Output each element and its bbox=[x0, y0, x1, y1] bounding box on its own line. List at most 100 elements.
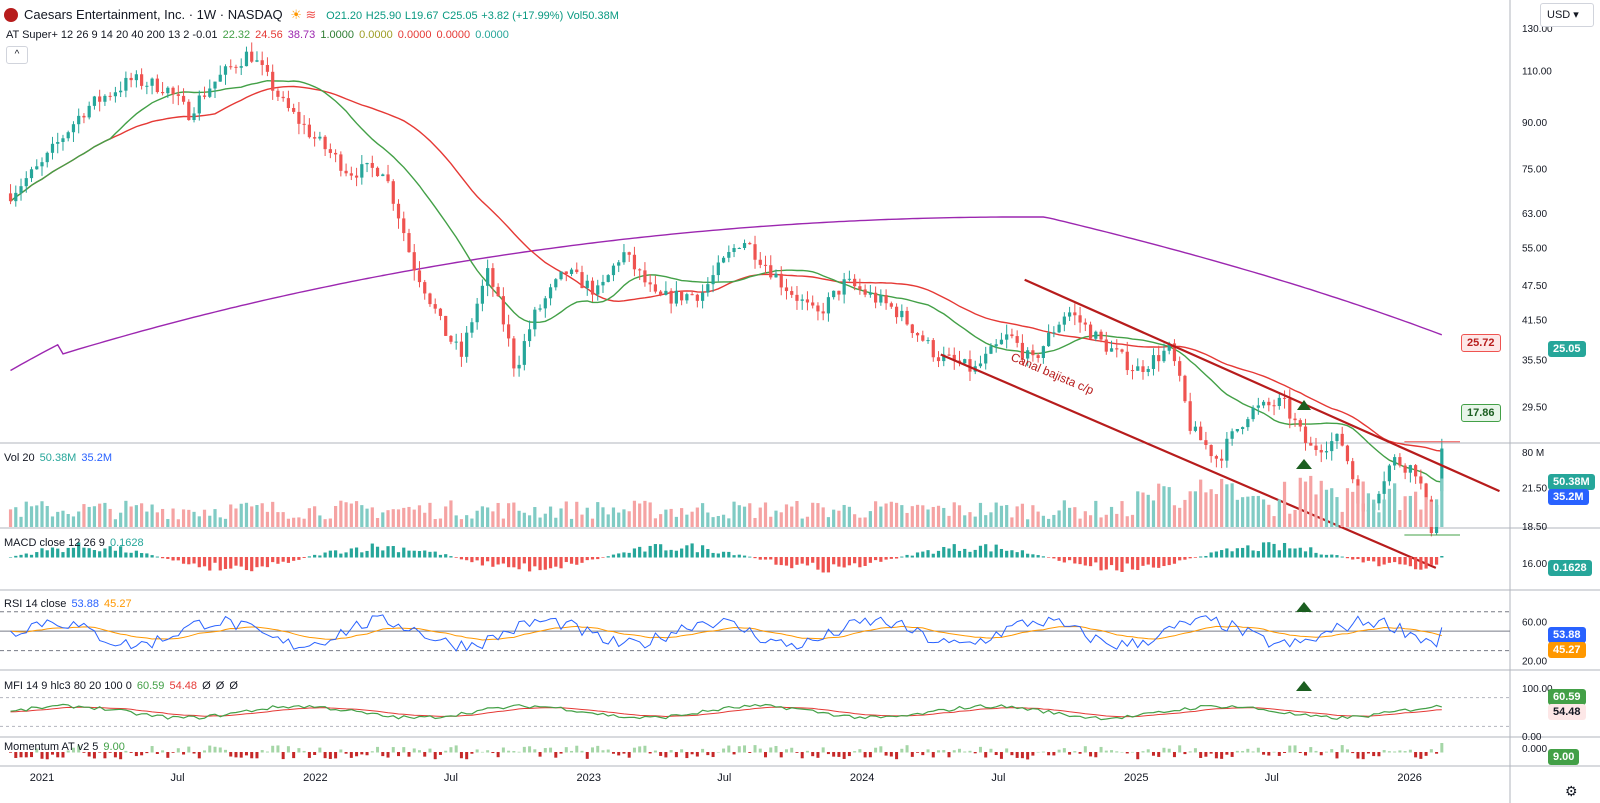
candle bbox=[145, 85, 149, 87]
macd-histogram-bar bbox=[674, 550, 678, 558]
candle bbox=[87, 105, 91, 118]
volume-bar bbox=[145, 511, 149, 527]
settings-button[interactable]: ⚙ bbox=[1565, 783, 1578, 800]
momentum-bar bbox=[805, 750, 809, 753]
volume-bar bbox=[748, 503, 752, 527]
momentum-bar bbox=[150, 746, 154, 753]
x-tick-label: 2026 bbox=[1397, 772, 1421, 784]
volume-bar bbox=[622, 509, 626, 527]
volume-bar bbox=[1230, 483, 1234, 527]
candle bbox=[119, 90, 123, 93]
candle bbox=[963, 359, 967, 364]
macd-histogram-bar bbox=[1330, 554, 1334, 558]
macd-histogram-bar bbox=[1414, 557, 1418, 570]
volume-bar bbox=[858, 517, 862, 527]
momentum-bar bbox=[1136, 752, 1140, 760]
bell-icon[interactable]: ☀ bbox=[290, 7, 302, 22]
candle bbox=[994, 344, 998, 347]
macd-histogram-bar bbox=[475, 557, 479, 561]
macd-histogram-bar bbox=[428, 551, 432, 558]
macd-histogram-bar bbox=[113, 550, 117, 558]
macd-histogram-bar bbox=[1031, 554, 1035, 558]
candle bbox=[685, 294, 689, 301]
momentum-bar bbox=[1204, 752, 1208, 757]
volume-bar bbox=[491, 511, 495, 527]
candle bbox=[197, 95, 201, 114]
currency-selector[interactable]: USD ▾ bbox=[1540, 3, 1594, 27]
momentum-bar bbox=[769, 747, 773, 753]
volume-bar bbox=[1220, 478, 1224, 527]
macd-histogram-bar bbox=[1199, 556, 1203, 558]
candle bbox=[1403, 465, 1407, 473]
momentum-bar bbox=[1356, 752, 1360, 759]
macd-histogram-bar bbox=[344, 552, 348, 558]
momentum-bar bbox=[465, 752, 469, 760]
candle bbox=[459, 341, 464, 357]
candle bbox=[905, 310, 909, 325]
candle bbox=[1282, 397, 1287, 399]
momentum-bar bbox=[1262, 752, 1266, 755]
candle bbox=[884, 295, 888, 304]
candle bbox=[638, 269, 642, 271]
mfi-legend-value: 60.59 bbox=[136, 680, 165, 692]
candle bbox=[1104, 339, 1108, 352]
volume-bar bbox=[391, 509, 395, 527]
super-value-5: 0.0000 bbox=[359, 29, 393, 41]
momentum-bar bbox=[124, 750, 128, 753]
candle bbox=[664, 290, 668, 295]
momentum-bar bbox=[449, 747, 453, 753]
macd-histogram-bar bbox=[318, 555, 322, 558]
candle bbox=[1267, 401, 1271, 406]
volume-bar bbox=[1225, 484, 1229, 527]
volume-bar bbox=[989, 512, 993, 527]
macd-histogram-bar bbox=[92, 550, 97, 558]
rsi-badge: 53.88 bbox=[1548, 627, 1586, 643]
macd-histogram-bar bbox=[1277, 550, 1281, 558]
volume-bar bbox=[559, 508, 563, 527]
compare-icon[interactable]: ≋ bbox=[305, 7, 317, 22]
macd-histogram-bar bbox=[1188, 557, 1192, 559]
macd-histogram-bar bbox=[45, 550, 49, 558]
momentum-bar bbox=[129, 752, 133, 753]
macd-histogram-bar bbox=[884, 557, 888, 560]
candle bbox=[176, 94, 180, 96]
candle bbox=[171, 87, 175, 95]
momentum-legend[interactable]: Momentum AT v2 5 9.00 bbox=[4, 741, 127, 753]
volume-bar bbox=[360, 505, 364, 527]
volume-bar bbox=[171, 508, 175, 527]
channel-upper-line[interactable] bbox=[1024, 278, 1500, 493]
mfi-legend[interactable]: MFI 14 9 hlc3 80 20 100 0 60.59 54.48 Ø … bbox=[4, 680, 240, 692]
volume-bar bbox=[1088, 515, 1093, 527]
macd-histogram-bar bbox=[868, 557, 872, 563]
super-indicator-legend[interactable]: AT Super+ 12 26 9 14 20 40 200 13 2 -0.0… bbox=[6, 29, 511, 41]
candle bbox=[14, 192, 18, 202]
macd-histogram-bar bbox=[234, 557, 238, 566]
macd-histogram-bar bbox=[737, 554, 741, 558]
price-line-badge-upper[interactable]: 25.72 bbox=[1461, 334, 1501, 352]
volume-bar bbox=[1083, 511, 1087, 527]
header-title[interactable]: Caesars Entertainment, Inc. · 1W · NASDA… bbox=[24, 7, 619, 23]
volume-bar bbox=[915, 504, 920, 527]
macd-histogram-bar bbox=[800, 557, 804, 564]
channel-lower-line[interactable] bbox=[940, 353, 1437, 569]
volume-bar bbox=[1141, 492, 1145, 527]
macd-legend-value: 0.1628 bbox=[109, 537, 144, 549]
momentum-bar bbox=[250, 752, 254, 759]
volume-legend[interactable]: Vol 20 50.38M 35.2M bbox=[4, 452, 114, 464]
macd-legend[interactable]: MACD close 12 26 9 0.1628 bbox=[4, 537, 146, 549]
symbol-title[interactable]: Caesars Entertainment, Inc. · 1W · NASDA… bbox=[24, 7, 283, 22]
volume-bar bbox=[1157, 483, 1161, 527]
rsi-legend[interactable]: RSI 14 close 53.88 45.27 bbox=[4, 598, 134, 610]
volume-bar bbox=[879, 506, 883, 527]
volume-bar bbox=[575, 501, 579, 527]
macd-histogram-bar bbox=[1251, 550, 1255, 558]
volume-bar bbox=[318, 515, 322, 527]
candle bbox=[213, 81, 217, 89]
collapse-legend-button[interactable]: ^ bbox=[6, 46, 28, 64]
macd-histogram-bar bbox=[1083, 557, 1087, 566]
price-line-badge-lower[interactable]: 17.86 bbox=[1461, 404, 1501, 422]
volume-bar bbox=[1256, 495, 1260, 527]
macd-histogram-bar bbox=[690, 543, 694, 558]
candle bbox=[271, 71, 275, 91]
